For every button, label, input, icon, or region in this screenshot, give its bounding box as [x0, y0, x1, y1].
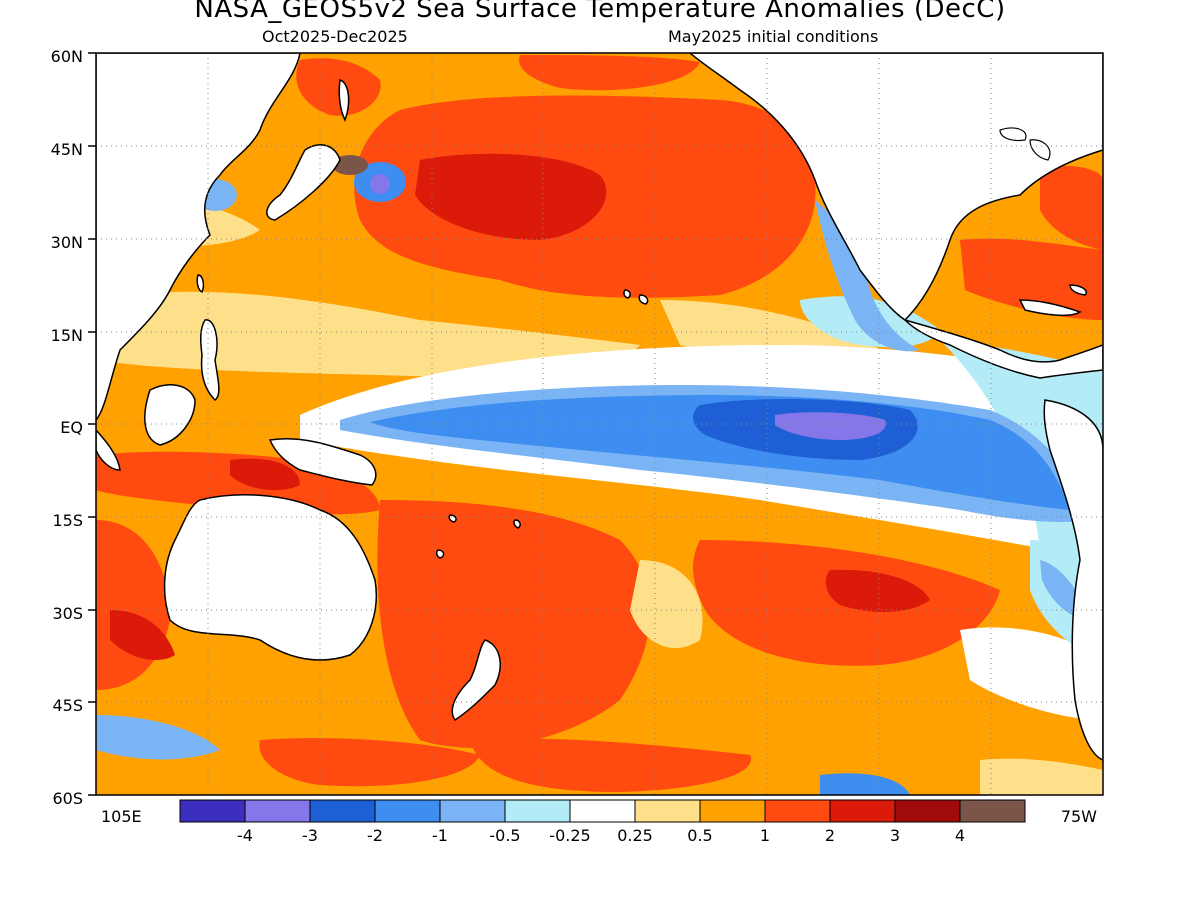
initial-conditions: May2025 initial conditions — [668, 27, 879, 46]
colorbar-level-label: 0.5 — [687, 826, 712, 845]
colorbar-swatch — [764, 799, 831, 823]
colorbar-level-label: -3 — [302, 826, 318, 845]
lat-label-30n: 30N — [51, 233, 83, 252]
anomaly-field — [96, 53, 1103, 795]
colorbar-swatch — [504, 799, 571, 823]
lat-label-60s: 60S — [52, 789, 83, 808]
colorbar-level-label: -1 — [432, 826, 448, 845]
colorbar-level-label: 4 — [955, 826, 965, 845]
lat-label-60n: 60N — [51, 47, 83, 66]
colorbar-level-label: -0.25 — [549, 826, 590, 845]
colorbar-swatch — [634, 799, 701, 823]
colorbar-swatch — [894, 799, 961, 823]
colorbar-swatch — [179, 799, 246, 823]
colorbar-swatch — [244, 799, 311, 823]
lat-label-15s: 15S — [52, 511, 83, 530]
lat-label-30s: 30S — [52, 604, 83, 623]
colorbar-labels: -4 -3 -2 -1 -0.5 -0.25 0.25 0.5 1 2 3 4 — [237, 826, 965, 845]
colorbar-swatch — [569, 799, 636, 823]
lat-label-15n: 15N — [51, 326, 83, 345]
colorbar-level-label: -0.5 — [489, 826, 520, 845]
colorbar-swatch — [699, 799, 766, 823]
lat-label-45s: 45S — [52, 696, 83, 715]
colorbar — [179, 799, 1026, 823]
colorbar-swatch — [439, 799, 506, 823]
colorbar-level-label: 0.25 — [617, 826, 653, 845]
lon-label-right: 75W — [1061, 807, 1097, 826]
colorbar-swatch — [829, 799, 896, 823]
colorbar-level-label: -2 — [367, 826, 383, 845]
lat-label-45n: 45N — [51, 140, 83, 159]
lon-label-left: 105E — [101, 807, 142, 826]
forecast-period: Oct2025-Dec2025 — [262, 27, 408, 46]
colorbar-level-label: 1 — [760, 826, 770, 845]
map-title: NASA_GEOS5v2 Sea Surface Temperature Ano… — [194, 0, 1006, 24]
colorbar-swatch — [374, 799, 441, 823]
colorbar-level-label: 2 — [825, 826, 835, 845]
colorbar-level-label: -4 — [237, 826, 253, 845]
lat-label-eq: EQ — [60, 418, 83, 437]
colorbar-level-label: 3 — [890, 826, 900, 845]
colorbar-swatch — [959, 799, 1026, 823]
colorbar-swatch — [309, 799, 376, 823]
